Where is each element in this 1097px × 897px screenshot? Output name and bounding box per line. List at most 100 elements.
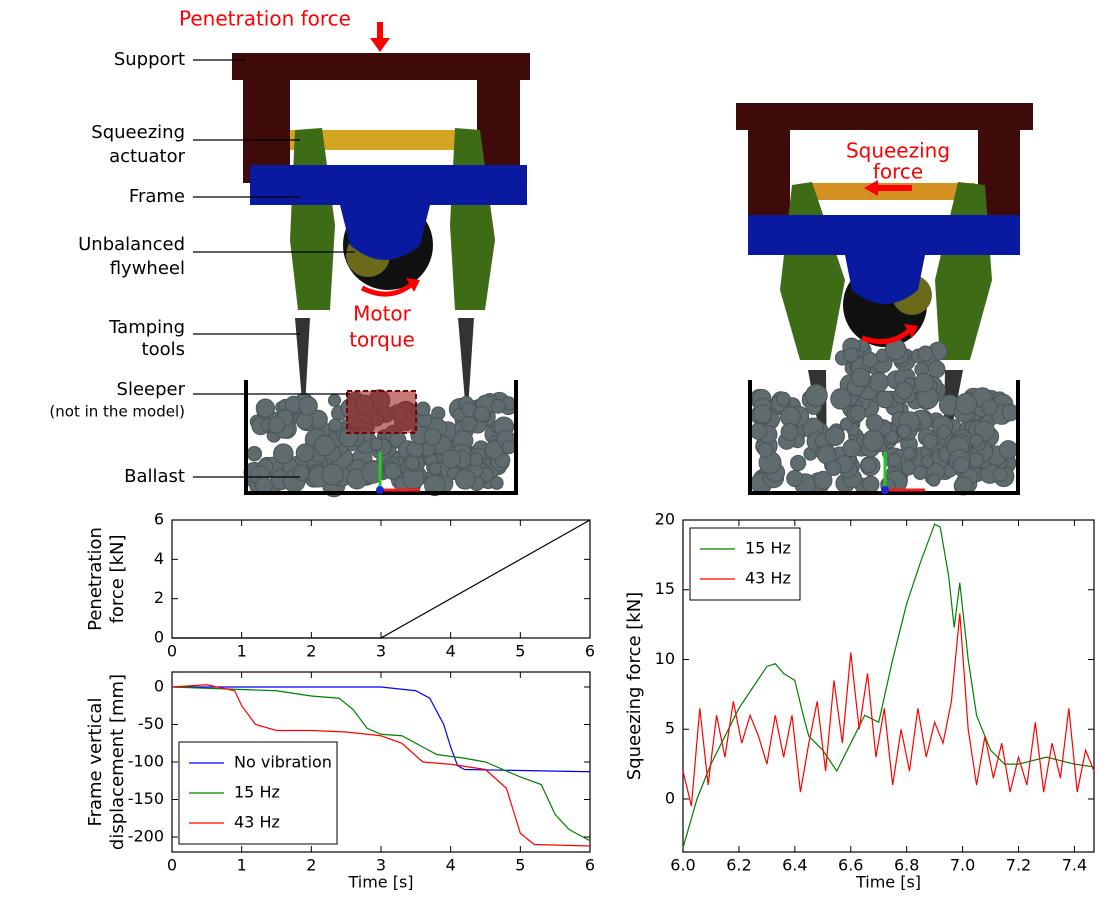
x-tick-label: 6 <box>585 856 595 875</box>
pebble <box>922 434 937 449</box>
y-tick-label: 5 <box>665 719 675 738</box>
pebble <box>753 405 771 423</box>
pebble <box>866 414 883 431</box>
x-axis-label: Time [s] <box>855 873 921 892</box>
frame <box>250 165 527 205</box>
origin <box>376 486 384 494</box>
pebble <box>268 417 284 433</box>
x-tick-label: 5 <box>515 856 525 875</box>
y-axis-label: Frame vertical <box>85 698 106 827</box>
pebble <box>491 477 504 490</box>
pebble <box>982 400 997 415</box>
x-tick-label: 4 <box>446 642 456 661</box>
x-tick-label: 3 <box>376 642 386 661</box>
x-tick-label: 7.0 <box>950 856 975 875</box>
x-tick-label: 0 <box>167 642 177 661</box>
pebble <box>469 453 482 466</box>
y-axis-label: Squeezing force [kN] <box>624 592 645 780</box>
force-arrow <box>370 38 390 52</box>
y-tick-label: 2 <box>154 588 164 607</box>
pebble <box>863 476 879 492</box>
pebble <box>999 441 1017 459</box>
frame <box>748 215 1020 255</box>
pebble <box>806 385 828 407</box>
pebble <box>370 438 382 450</box>
pebble <box>861 458 876 473</box>
label: Squeezing <box>91 122 185 143</box>
y-tick-label: 15 <box>655 579 675 598</box>
label: Sleeper <box>117 379 186 400</box>
label: Unbalanced <box>78 234 185 255</box>
pebble <box>825 426 844 445</box>
pebble <box>863 430 884 451</box>
pebble <box>491 399 505 413</box>
pebble <box>502 440 515 453</box>
origin <box>881 486 889 494</box>
pebble <box>256 399 274 417</box>
y-tick-label: -100 <box>128 752 164 771</box>
pebble <box>405 456 419 470</box>
support-beam <box>736 103 1033 130</box>
y-tick-label: -50 <box>138 714 164 733</box>
annotation: force <box>873 160 923 184</box>
pebble <box>956 393 977 414</box>
pebble <box>921 456 933 468</box>
label: flywheel <box>110 258 185 279</box>
label: Tamping <box>108 317 185 338</box>
model-left <box>232 22 530 497</box>
series-line <box>683 613 1094 806</box>
x-tick-label: 1 <box>237 856 247 875</box>
pebble <box>328 394 340 406</box>
pebble <box>442 450 460 468</box>
x-tick-label: 2 <box>306 642 316 661</box>
pebble <box>274 444 293 463</box>
sleeper <box>347 391 416 433</box>
pebble <box>329 419 342 432</box>
legend-label: 15 Hz <box>234 783 280 802</box>
pebble <box>897 424 911 438</box>
y-tick-label: 20 <box>655 510 675 529</box>
pebble <box>913 466 926 479</box>
pebble <box>844 348 858 362</box>
x-tick-label: 7.4 <box>1062 856 1087 875</box>
pebble <box>455 469 475 489</box>
y-axis-label: force [kN] <box>107 535 128 624</box>
label: Frame <box>129 186 185 207</box>
figure: Support Squeezing actuator Frame Unbalan… <box>0 0 1097 897</box>
pebble <box>296 444 314 462</box>
pebble <box>896 382 913 399</box>
label: actuator <box>109 146 185 167</box>
pebble <box>888 453 901 466</box>
pebble <box>781 423 798 440</box>
arm <box>935 182 992 360</box>
pebble <box>299 397 317 415</box>
label: (not in the model) <box>49 403 185 421</box>
pebble <box>928 474 940 486</box>
pebble <box>928 361 945 378</box>
arm <box>290 128 335 310</box>
legend-label: 43 Hz <box>745 569 791 588</box>
series-line <box>172 520 590 638</box>
y-tick-label: 4 <box>154 549 164 568</box>
pebble <box>787 470 803 486</box>
y-tick-label: -150 <box>128 789 164 808</box>
pebble <box>758 443 772 457</box>
pebble <box>296 413 312 429</box>
y-tick-label: 0 <box>665 788 675 807</box>
y-tick-label: 10 <box>655 649 675 668</box>
y-tick-label: 0 <box>154 677 164 696</box>
y-tick-label: -200 <box>128 827 164 846</box>
arm <box>780 182 845 360</box>
annotation: torque <box>349 328 415 352</box>
pebble <box>869 373 888 392</box>
pebble <box>424 428 441 445</box>
pebble <box>918 346 933 361</box>
legend-label: 15 Hz <box>745 539 791 558</box>
pebble <box>850 405 866 421</box>
x-tick-label: 2 <box>306 856 316 875</box>
x-tick-label: 4 <box>446 856 456 875</box>
x-tick-label: 5 <box>515 642 525 661</box>
x-axis-label: Time [s] <box>347 873 413 892</box>
pebble <box>876 391 893 408</box>
pebble <box>993 468 1007 482</box>
